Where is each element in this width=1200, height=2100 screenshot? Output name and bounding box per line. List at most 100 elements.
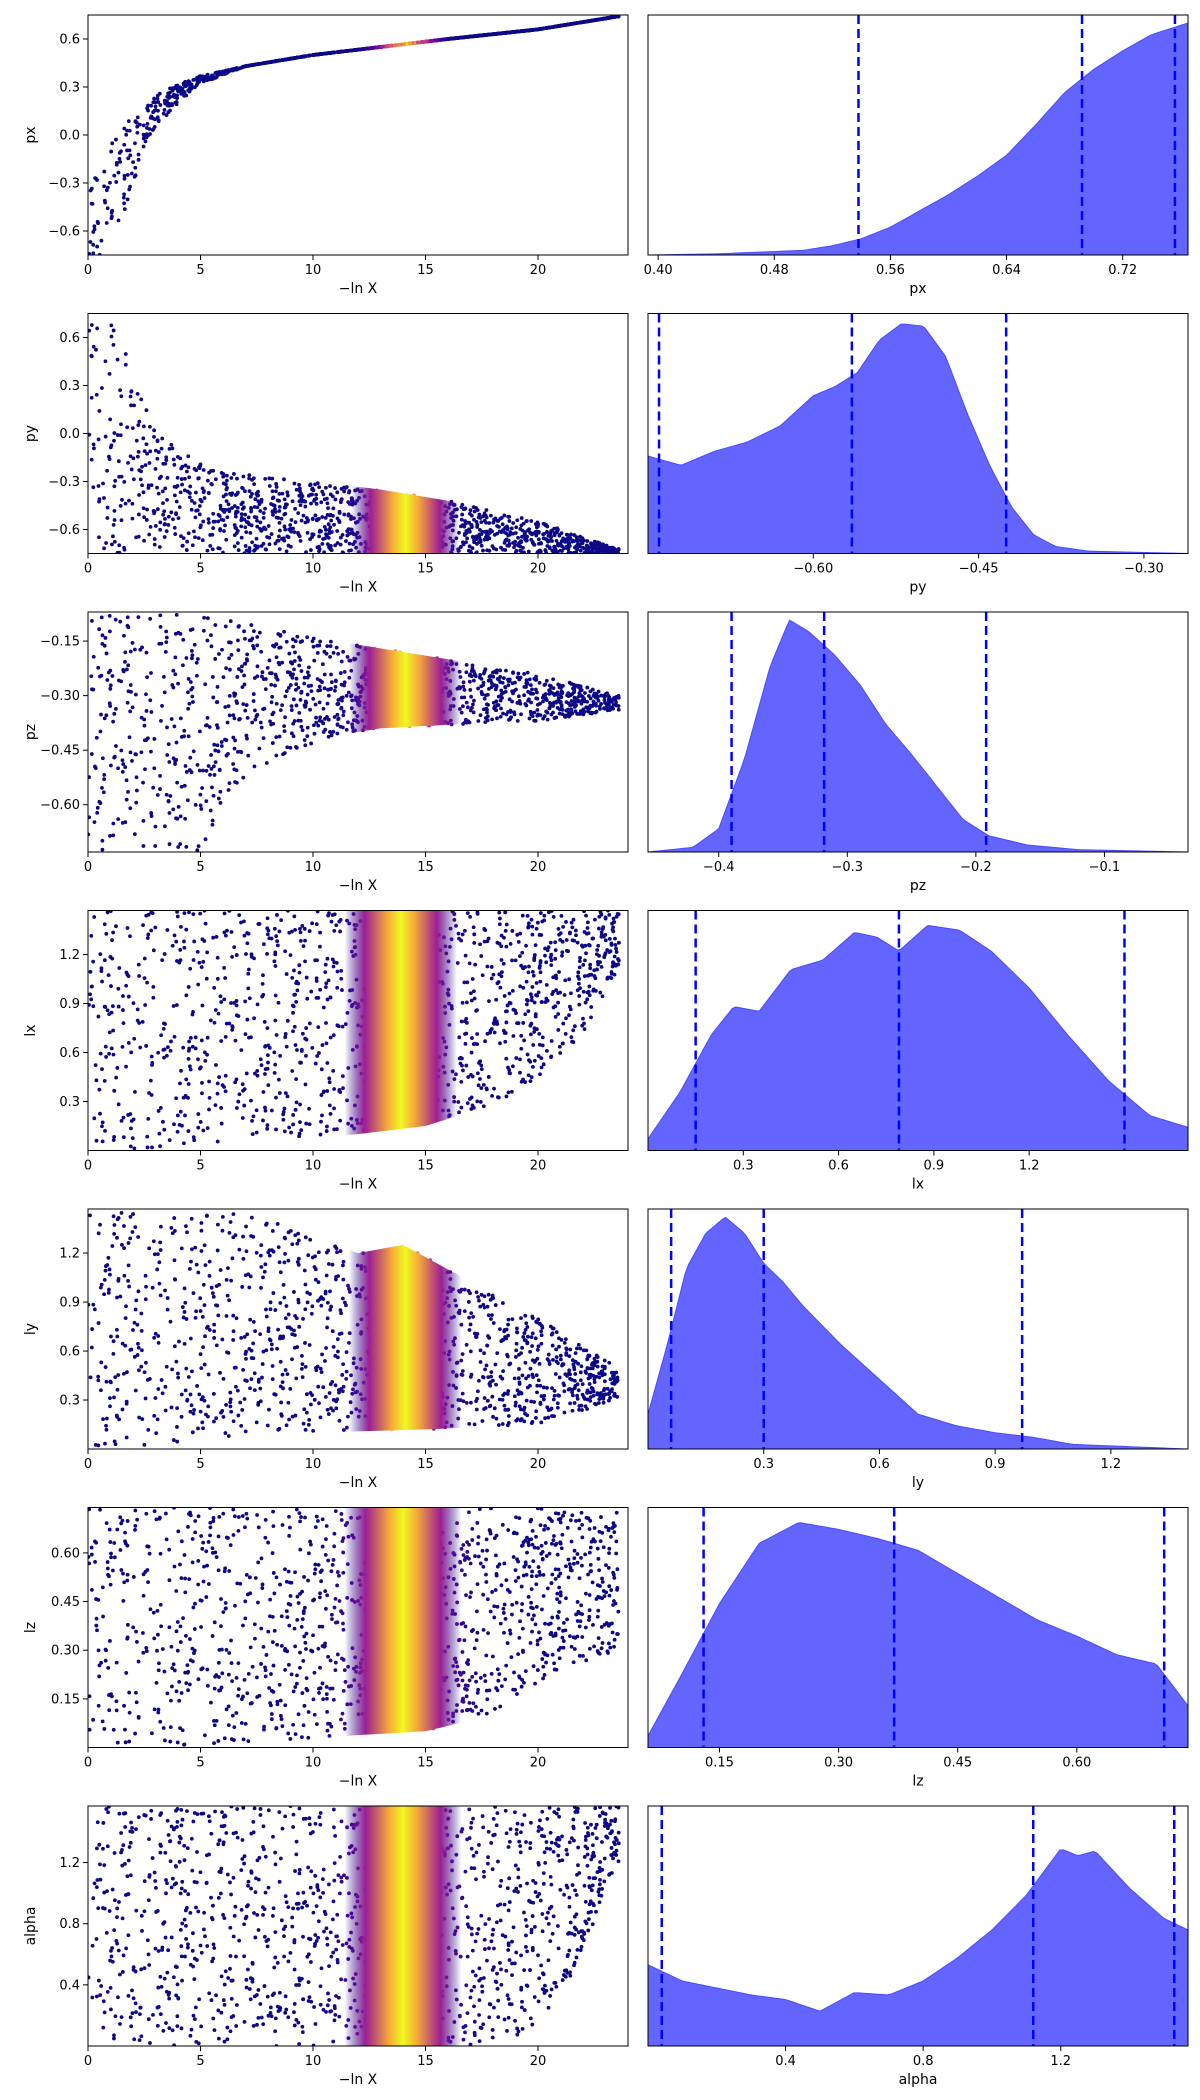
sample-point [169,442,174,447]
sample-point [182,734,186,739]
sample-point [193,1035,198,1040]
sample-point [538,911,543,915]
sample-point [339,682,344,687]
sample-point [215,1081,220,1086]
sample-point [141,923,145,928]
sample-point [114,1075,119,1080]
sample-point [122,207,127,212]
sample-point [136,615,141,620]
sample-point [197,466,202,471]
sample-point [89,674,94,679]
sample-point [302,675,307,680]
sample-point [472,517,476,522]
sample-point [322,649,327,654]
sample-point [126,663,131,668]
sample-point [212,985,217,990]
sample-point [583,691,587,695]
sample-point [556,1012,561,1016]
sample-point [325,1089,330,1093]
trace-ylabel: px [23,126,39,143]
sample-point [467,529,472,534]
sample-point [136,512,141,517]
sample-point [276,1000,281,1005]
sample-point [132,403,136,408]
sample-point [525,538,529,543]
sample-point [267,535,272,540]
sample-point [332,522,336,527]
sample-point [111,1028,116,1033]
sample-point [244,657,249,662]
sample-point [121,669,126,674]
sample-point [320,541,325,546]
sample-point [102,777,107,782]
sample-point [506,514,511,519]
sample-point [575,940,580,945]
sample-point [127,498,131,503]
sample-point [568,693,573,698]
sample-point [152,96,157,101]
sample-point [566,949,570,954]
sample-point [215,976,220,981]
sample-point [137,493,141,497]
sample-point [139,397,144,402]
sample-point [305,530,310,535]
sample-point [541,1062,546,1067]
sample-point [199,523,203,528]
sample-point [518,931,523,936]
sample-point [128,934,132,939]
sample-point [186,1082,191,1086]
sample-point [105,678,110,682]
sample-point [153,104,158,109]
sample-point [268,719,272,724]
sample-point [495,716,499,721]
sample-point [211,764,216,769]
sample-point [290,675,295,680]
sample-point [508,708,513,713]
sample-point [150,911,155,916]
trace-pz-frame [87,611,629,853]
sample-point [472,671,477,676]
sample-point [148,616,153,621]
sample-point [325,501,330,506]
sample-point [594,952,599,957]
sample-point [168,1048,173,1053]
sample-point [610,15,615,20]
sample-point [290,637,295,642]
sample-point [328,1035,333,1040]
sample-point [616,707,621,712]
sample-point [205,715,210,720]
sample-point [169,102,174,106]
sample-point [482,927,487,931]
sample-point [207,470,212,475]
sample-point [224,499,229,504]
sample-point [578,684,583,689]
sample-point [297,710,302,715]
sample-point [111,1138,116,1142]
marginal-px-xtick-label: 0.40 [644,263,673,278]
sample-point [205,478,210,483]
sample-point [196,1057,200,1062]
sample-point [515,675,520,680]
sample-point [550,548,555,553]
sample-point [119,1118,124,1123]
sample-point [274,655,279,660]
sample-point [244,520,249,524]
sample-point [152,108,157,113]
sample-point [481,1104,486,1109]
sample-point [102,772,107,777]
sample-point [321,1090,326,1095]
sample-point [609,971,614,976]
sample-point [109,334,114,339]
sample-point [305,692,310,697]
sample-point [259,497,264,502]
sample-point [182,911,187,916]
sample-point [165,753,170,757]
sample-point [304,550,308,554]
sample-point [279,516,284,521]
sample-point [282,512,287,517]
sample-point [265,1126,270,1131]
sample-point [124,797,129,802]
sample-point [105,185,110,190]
sample-point [115,357,120,362]
sample-point [294,676,299,681]
